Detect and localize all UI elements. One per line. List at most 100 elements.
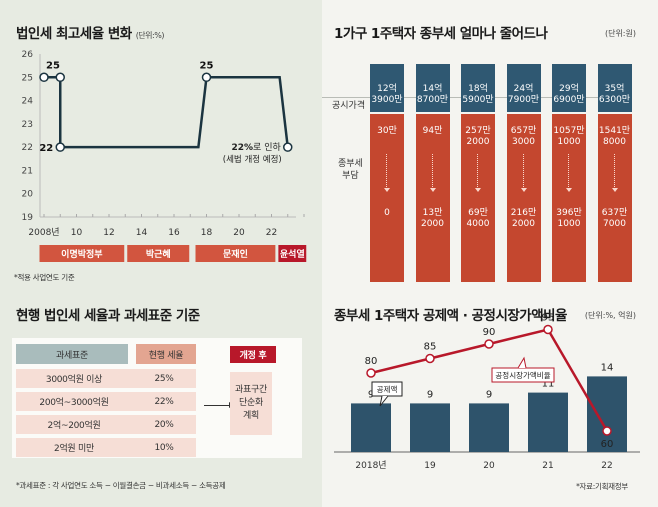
x-tick-label: 20 bbox=[233, 228, 245, 238]
corporate-tax-rate-panel: 법인세 최고세율 변화 (단위:%) 19 20 21 22 23 24 25 26 2008년 1… bbox=[0, 0, 322, 290]
deduction-bar bbox=[528, 392, 568, 452]
data-point bbox=[283, 142, 293, 152]
tax-before-line1: 657만 bbox=[510, 126, 537, 136]
header-tax-base: 과세표준 bbox=[16, 344, 128, 364]
ratio-value-label: 80 bbox=[365, 356, 378, 367]
y-tick-label: 26 bbox=[22, 50, 34, 60]
price-line2: 7900만 bbox=[507, 95, 540, 105]
tax-box: 257만 2000 69만 4000 bbox=[461, 114, 495, 282]
x-tick-label: 2008년 bbox=[28, 227, 59, 238]
callout-label: 공제액 bbox=[377, 384, 398, 394]
after-line1: 과표구간 bbox=[235, 385, 267, 395]
data-label: 22 bbox=[39, 143, 53, 154]
tax-after-line1: 69만 bbox=[468, 208, 488, 218]
down-arrowhead-icon bbox=[475, 188, 481, 192]
down-arrowhead-icon bbox=[429, 188, 436, 192]
callout-pointer bbox=[379, 395, 389, 407]
down-arrow-icon bbox=[522, 154, 524, 189]
tax-after-line1: 13만 bbox=[422, 208, 443, 218]
x-tick-label: 22 bbox=[601, 461, 612, 471]
tax-before-line1: 30만 bbox=[377, 126, 397, 136]
x-tick-label: 14 bbox=[136, 228, 148, 238]
deduction-ratio-chart: 9 2018년 9 19 9 20 11 21 14 22 80 85 90 95 60 공제액 공정시장가액비… bbox=[334, 313, 640, 471]
price-line2: 6300만 bbox=[598, 95, 631, 105]
price-tax-column: 24억 7900만 657만 3000 216만 2000 bbox=[506, 64, 541, 282]
price-line1: 29억 bbox=[559, 84, 579, 94]
header-after-revision: 개정 후 bbox=[230, 346, 276, 363]
deduction-bar bbox=[587, 376, 627, 452]
ratio-value-label: 60 bbox=[601, 439, 614, 450]
tax-label-line2: 부담 bbox=[342, 171, 359, 181]
deduction-bar bbox=[351, 403, 391, 452]
tax-before-line2: 1000 bbox=[557, 137, 581, 147]
y-tick-label: 23 bbox=[22, 120, 33, 130]
x-tick-label: 2018년 bbox=[355, 460, 386, 471]
down-arrow-icon bbox=[568, 154, 569, 189]
tax-base-value: 2억원 미만 bbox=[54, 444, 94, 454]
price-tax-column: 14억 8700만 94만 13만 2000 bbox=[415, 64, 450, 282]
x-tick-label: 16 bbox=[168, 228, 180, 238]
price-line2: 5900만 bbox=[462, 95, 494, 105]
down-arrow-icon bbox=[477, 154, 478, 189]
bar-value-label: 9 bbox=[427, 389, 433, 400]
ratio-point bbox=[543, 324, 553, 335]
tax-base-cell: 200억~3000억원 22% bbox=[16, 392, 196, 411]
ratio-point bbox=[602, 426, 612, 436]
tax-after-line2: 4000 bbox=[466, 219, 490, 229]
tax-label-line1: 종부세 bbox=[338, 159, 363, 169]
tax-base-cell: 3000억원 이상 25% bbox=[16, 369, 196, 388]
down-arrow-icon bbox=[613, 154, 615, 189]
down-arrowhead-icon bbox=[384, 188, 390, 192]
data-point bbox=[55, 142, 65, 152]
ratio-point bbox=[425, 353, 435, 364]
price-box: 24억 7900만 bbox=[506, 64, 541, 112]
x-tick-label: 10 bbox=[71, 228, 83, 238]
tax-before-line1: 94만 bbox=[422, 126, 443, 136]
header-current-rate: 현행 세율 bbox=[136, 344, 196, 364]
deduction-bar bbox=[410, 403, 450, 452]
tax-after-line2: 1000 bbox=[557, 219, 581, 229]
footnote: *과세표준 : 각 사업연도 소득 − 이월결손금 − 비과세소득 − 소득공제 bbox=[16, 481, 226, 490]
footnote: *적용 사업연도 기준 bbox=[14, 273, 75, 282]
tax-before-line1: 1057만 bbox=[553, 126, 585, 136]
government-bar bbox=[195, 245, 276, 262]
price-line1: 18억 bbox=[468, 84, 488, 94]
price-line1: 14억 bbox=[422, 84, 443, 94]
tax-box: 94만 13만 2000 bbox=[415, 114, 450, 282]
tax-rate-value: 10% bbox=[154, 442, 174, 453]
unit-label: (단위:원) bbox=[604, 29, 636, 38]
bar-value-label: 9 bbox=[486, 389, 492, 400]
price-box: 18억 5900만 bbox=[461, 64, 495, 112]
x-tick-label: 21 bbox=[542, 461, 553, 471]
ratio-value-label: 95 bbox=[542, 313, 555, 324]
tax-before-line1: 1541만 bbox=[598, 126, 631, 136]
tax-base-value: 3000억원 이상 bbox=[45, 375, 103, 385]
price-tax-column: 18억 5900만 257만 2000 69만 4000 bbox=[461, 64, 495, 282]
y-tick-label: 21 bbox=[22, 166, 33, 176]
government-label: 윤석열 bbox=[280, 248, 305, 260]
deduction-ratio-panel: 종부세 1주택자 공제액 · 공정시장가액비율 (단위:%, 억원) 9 2018… bbox=[322, 290, 658, 507]
y-tick-label: 20 bbox=[22, 190, 34, 200]
x-tick-label: 20 bbox=[483, 461, 495, 471]
panel-title: 법인세 최고세율 변화 (단위:%) bbox=[16, 26, 164, 42]
panel-title: 1가구 1주택자 종부세 얼마나 줄어드나 bbox=[334, 26, 548, 42]
after-revision-cell: 과표구간 단순화 계획 bbox=[230, 372, 272, 435]
tax-box: 657만 3000 216만 2000 bbox=[506, 114, 541, 282]
tax-rate-line-chart: 19 20 21 22 23 24 25 26 2008년 10 12 14 16 18 20 22 25 22 2… bbox=[22, 50, 307, 262]
callout-pointer bbox=[517, 356, 527, 369]
data-label: 25 bbox=[200, 60, 214, 71]
tax-before-line2: 2000 bbox=[466, 137, 490, 147]
source-note: *자료:기획재정부 bbox=[576, 482, 628, 491]
price-box: 14억 8700만 bbox=[415, 64, 450, 112]
tax-before-line2: 3000 bbox=[512, 137, 535, 147]
ratio-value-label: 90 bbox=[483, 327, 496, 338]
arrow-icon bbox=[204, 405, 232, 406]
tax-base-value: 2억~200억원 bbox=[47, 421, 101, 431]
y-tick-label: 22 bbox=[22, 143, 33, 153]
x-tick-label: 12 bbox=[103, 228, 114, 238]
tax-box: 1541만 8000 637만 7000 bbox=[597, 114, 632, 282]
government-bar bbox=[127, 245, 190, 262]
deduction-bar bbox=[469, 403, 509, 452]
price-line1: 12억 bbox=[377, 84, 397, 94]
annotation-label: 22%로 인하 bbox=[232, 142, 282, 153]
